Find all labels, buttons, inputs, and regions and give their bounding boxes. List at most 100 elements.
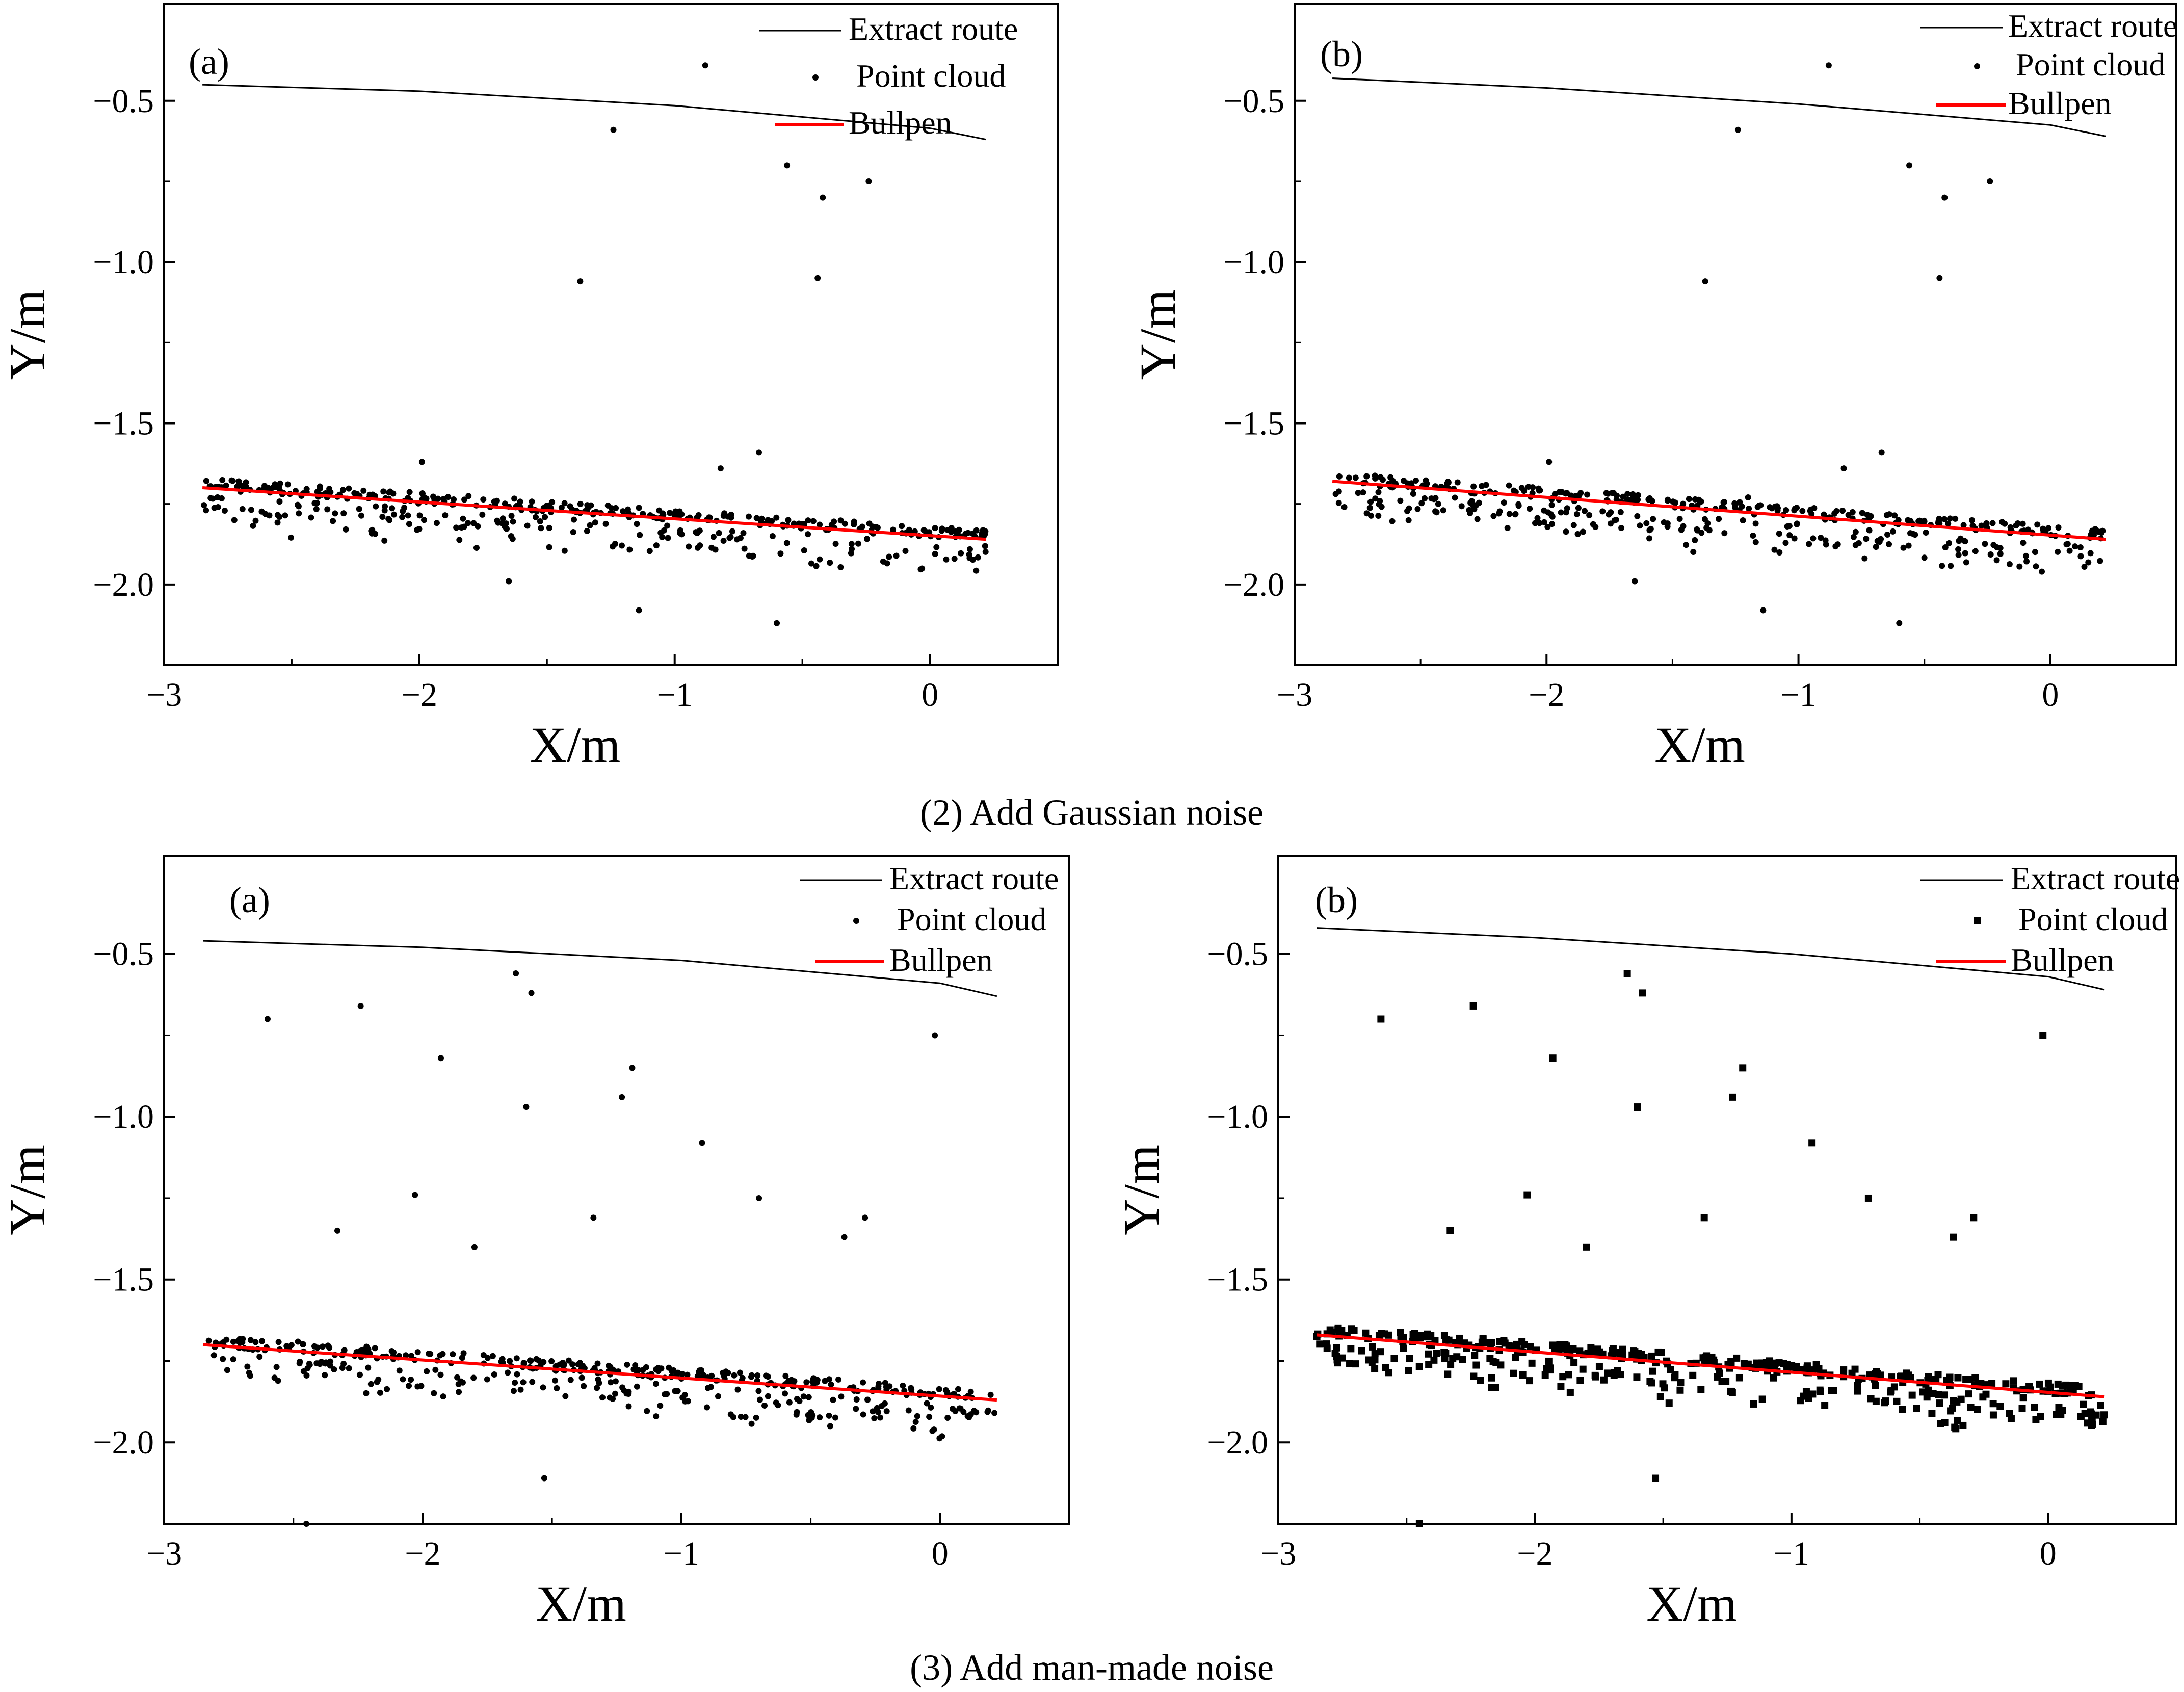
point-cloud-point <box>1528 1359 1536 1367</box>
point-cloud-point <box>540 1359 547 1365</box>
point-cloud-point <box>1331 1350 1339 1357</box>
point-cloud-point <box>1822 537 1829 544</box>
point-cloud-point <box>1839 508 1846 514</box>
point-cloud-point <box>662 1391 668 1398</box>
point-cloud-point <box>1977 1380 1985 1387</box>
point-cloud-point <box>951 556 958 562</box>
point-cloud-point <box>926 529 933 536</box>
point-cloud-point <box>1387 474 1394 481</box>
point-cloud-point <box>2020 540 2027 546</box>
point-cloud-point <box>975 554 981 561</box>
point-cloud-point <box>748 1420 755 1427</box>
point-cloud-point <box>590 1214 597 1221</box>
point-cloud-point <box>973 1409 980 1416</box>
point-cloud-point <box>1617 509 1624 515</box>
point-cloud-point <box>203 507 209 514</box>
point-cloud-point <box>324 506 331 513</box>
point-cloud-point <box>273 484 279 490</box>
point-cloud-point <box>316 1360 323 1366</box>
point-cloud-point <box>879 1403 885 1409</box>
point-cloud-point <box>667 510 673 516</box>
point-cloud-point <box>326 1344 333 1351</box>
legend-point-cloud-label: Point cloud <box>2016 46 2165 83</box>
point-cloud-point <box>540 1384 546 1391</box>
point-cloud-point <box>1518 485 1525 491</box>
point-cloud-point <box>517 1386 524 1393</box>
point-cloud-point <box>1727 1358 1735 1365</box>
point-cloud-point <box>363 1390 370 1396</box>
point-cloud-point <box>1375 513 1382 519</box>
point-cloud-point <box>2095 528 2101 535</box>
point-cloud-point <box>224 1367 230 1373</box>
point-cloud-point <box>644 1408 650 1414</box>
point-cloud-point <box>987 1391 994 1398</box>
point-cloud-point <box>1479 1335 1487 1343</box>
point-cloud-point <box>1405 1367 1412 1374</box>
point-cloud-point <box>311 1343 318 1350</box>
point-cloud-point <box>1512 1354 1519 1361</box>
point-cloud-point <box>1377 498 1383 505</box>
point-cloud-point <box>512 1380 518 1386</box>
point-cloud-point <box>1851 1365 1859 1373</box>
point-cloud-point <box>1591 1371 1599 1379</box>
point-cloud-point <box>1536 520 1543 526</box>
point-cloud-point <box>319 1343 326 1350</box>
point-cloud-point <box>508 533 514 540</box>
point-cloud-point <box>400 1376 406 1383</box>
point-cloud-point <box>439 1351 446 1357</box>
point-cloud-point <box>1913 1405 1920 1412</box>
point-cloud-point <box>1895 517 1902 523</box>
point-cloud-point <box>419 491 426 497</box>
point-cloud-point <box>495 519 502 526</box>
point-cloud-point <box>1729 1093 1736 1101</box>
point-cloud-point <box>546 524 552 531</box>
point-cloud-point <box>643 1364 649 1370</box>
point-cloud-point <box>2055 524 2062 531</box>
point-cloud-point <box>2072 543 2078 550</box>
point-cloud-point <box>1352 1360 1359 1368</box>
point-cloud-point <box>437 1371 444 1378</box>
point-cloud-point <box>2092 1411 2100 1419</box>
point-cloud-point <box>1946 540 1953 546</box>
point-cloud-point <box>803 1379 810 1386</box>
point-cloud-point <box>624 506 631 513</box>
point-cloud-point <box>1600 1376 1608 1384</box>
point-cloud-point <box>1953 1417 1961 1424</box>
point-cloud-point <box>1676 1386 1684 1394</box>
point-cloud-point <box>1452 494 1458 501</box>
point-cloud-point <box>282 512 288 519</box>
point-cloud-point <box>437 1055 444 1062</box>
point-cloud-point <box>507 1358 513 1364</box>
point-cloud-point <box>1515 501 1522 508</box>
point-cloud-point <box>311 500 318 507</box>
point-cloud-point <box>381 507 388 514</box>
point-cloud-point <box>853 1396 860 1403</box>
point-cloud-point <box>2010 1377 2017 1385</box>
point-cloud-point <box>1371 1365 1379 1372</box>
point-cloud-point <box>817 1414 823 1421</box>
point-cloud-point <box>1750 1400 1757 1408</box>
point-cloud-point <box>432 1366 439 1373</box>
point-cloud-point <box>1504 525 1511 532</box>
point-cloud-point <box>919 565 926 572</box>
point-cloud-point <box>1616 1350 1624 1358</box>
point-cloud-point <box>1470 1372 1478 1380</box>
point-cloud-point <box>805 1394 812 1400</box>
point-cloud-point <box>571 516 577 523</box>
point-cloud-point <box>695 512 702 518</box>
point-cloud-point <box>1783 507 1790 514</box>
x-axis-title: X/m <box>1654 717 1745 773</box>
point-cloud-point <box>296 1360 303 1367</box>
point-cloud-point <box>755 449 762 456</box>
point-cloud-point <box>1886 511 1892 518</box>
point-cloud-point <box>875 1383 882 1390</box>
point-cloud-point <box>1586 512 1593 518</box>
point-cloud-point <box>303 1521 310 1527</box>
point-cloud-point <box>524 522 531 529</box>
point-cloud-point <box>1355 490 1361 496</box>
point-cloud-point <box>2036 1380 2043 1388</box>
point-cloud-point <box>2019 1394 2027 1402</box>
point-cloud-point <box>330 518 336 524</box>
point-cloud-point <box>2099 1418 2107 1425</box>
point-cloud-point <box>546 502 552 509</box>
